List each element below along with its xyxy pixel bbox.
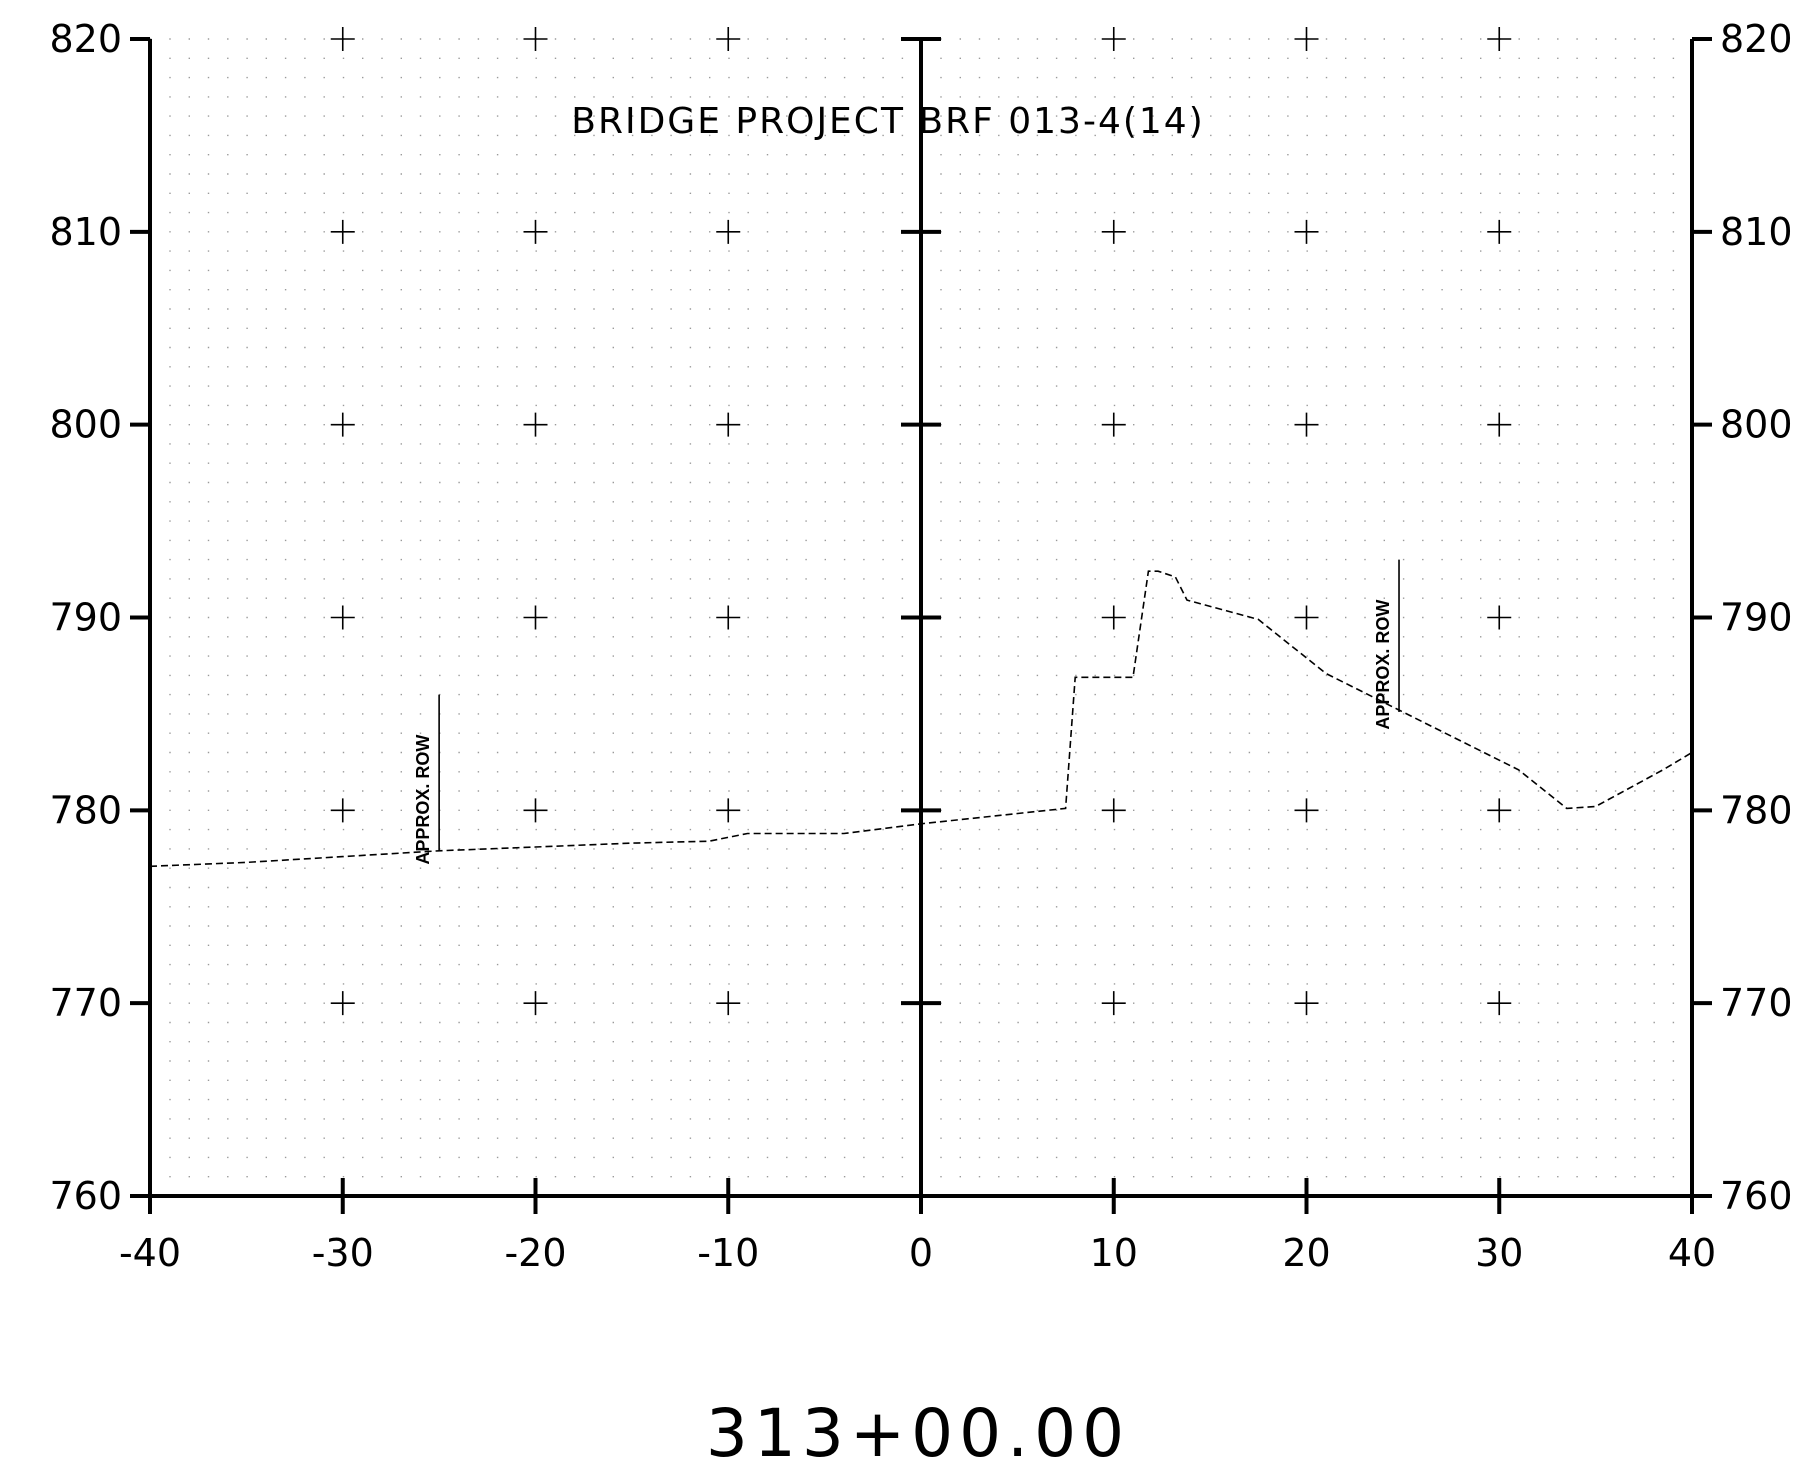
y-tick-label-left: 760 [49,1174,122,1218]
grid-cross-mark [523,991,548,1016]
x-tick-label: 40 [1668,1231,1716,1275]
x-tick-label: 10 [1090,1231,1138,1275]
grid-cross-mark [523,412,548,437]
x-tick-label: 30 [1475,1231,1523,1275]
y-tick-label-left: 800 [49,403,122,447]
y-tick-label-right: 760 [1720,1174,1793,1218]
grid-cross-mark [1487,605,1512,630]
grid-cross-mark [1101,219,1126,244]
grid-cross-mark [716,605,741,630]
grid-cross-mark [330,798,355,823]
grid-cross-mark [523,605,548,630]
grid-cross-mark [1101,798,1126,823]
grid-cross-mark [1294,991,1319,1016]
grid-cross-mark [1294,219,1319,244]
axes-layer [130,37,1712,1214]
y-tick-label-right: 810 [1720,210,1793,254]
grid-cross-mark [1487,412,1512,437]
x-tick-label: -10 [697,1231,759,1275]
grid-cross-mark [1487,798,1512,823]
grid-cross-mark [716,798,741,823]
y-tick-label-left: 790 [49,596,122,640]
ground-profile-line [149,570,1693,868]
grid-cross-mark [1101,605,1126,630]
y-tick-label-right: 800 [1720,403,1793,447]
y-tick-label-right: 820 [1720,17,1793,61]
y-tick-label-right: 790 [1720,596,1793,640]
grid-cross-mark [330,27,355,51]
grid-cross-mark [716,412,741,437]
chart-title: BRIDGE PROJECT BRF 013-4(14) [571,101,1205,142]
grid-cross-mark [1487,219,1512,244]
grid-cross-mark [1101,991,1126,1016]
annotation-layer: APPROX. ROW APPROX. ROW [413,559,1400,865]
grid-cross-mark [1487,27,1512,51]
grid-cross-mark [330,991,355,1016]
grid-cross-mark [330,412,355,437]
x-tick-label: 0 [909,1231,933,1275]
grid-cross-mark [523,219,548,244]
grid-cross-mark [1101,27,1126,51]
y-tick-label-left: 820 [49,17,122,61]
grid-cross-mark [1294,798,1319,823]
grid-cross-mark [523,27,548,51]
y-tick-label-right: 770 [1720,981,1793,1025]
grid-cross-mark [1487,991,1512,1016]
grid-cross-mark [716,27,741,51]
row-marker-label: APPROX. ROW [413,735,433,865]
row-marker-label: APPROX. ROW [1373,600,1393,730]
x-tick-label: -40 [119,1231,181,1275]
y-tick-label-left: 780 [49,788,122,832]
y-tick-label-left: 810 [49,210,122,254]
grid-cross-mark [716,991,741,1016]
grid-cross-mark [1294,27,1319,51]
grid-cross-mark [330,605,355,630]
y-tick-label-right: 780 [1720,788,1793,832]
grid-cross-mark [523,798,548,823]
station-label: 313+00.00 [706,1395,1130,1467]
grid-cross-mark [1101,412,1126,437]
y-tick-label-left: 770 [49,981,122,1025]
grid-cross-mark [1294,412,1319,437]
grid-cross-mark [716,219,741,244]
x-tick-label: -30 [312,1231,374,1275]
x-tick-label: -20 [504,1231,566,1275]
x-tick-label: 20 [1282,1231,1330,1275]
grid-cross-mark [330,219,355,244]
label-layer: 760 760 770 770 780 780 790 790 800 800 810 810 820 8… [49,17,1792,1275]
grid-cross-mark [1294,605,1319,630]
series-layer [149,570,1693,868]
